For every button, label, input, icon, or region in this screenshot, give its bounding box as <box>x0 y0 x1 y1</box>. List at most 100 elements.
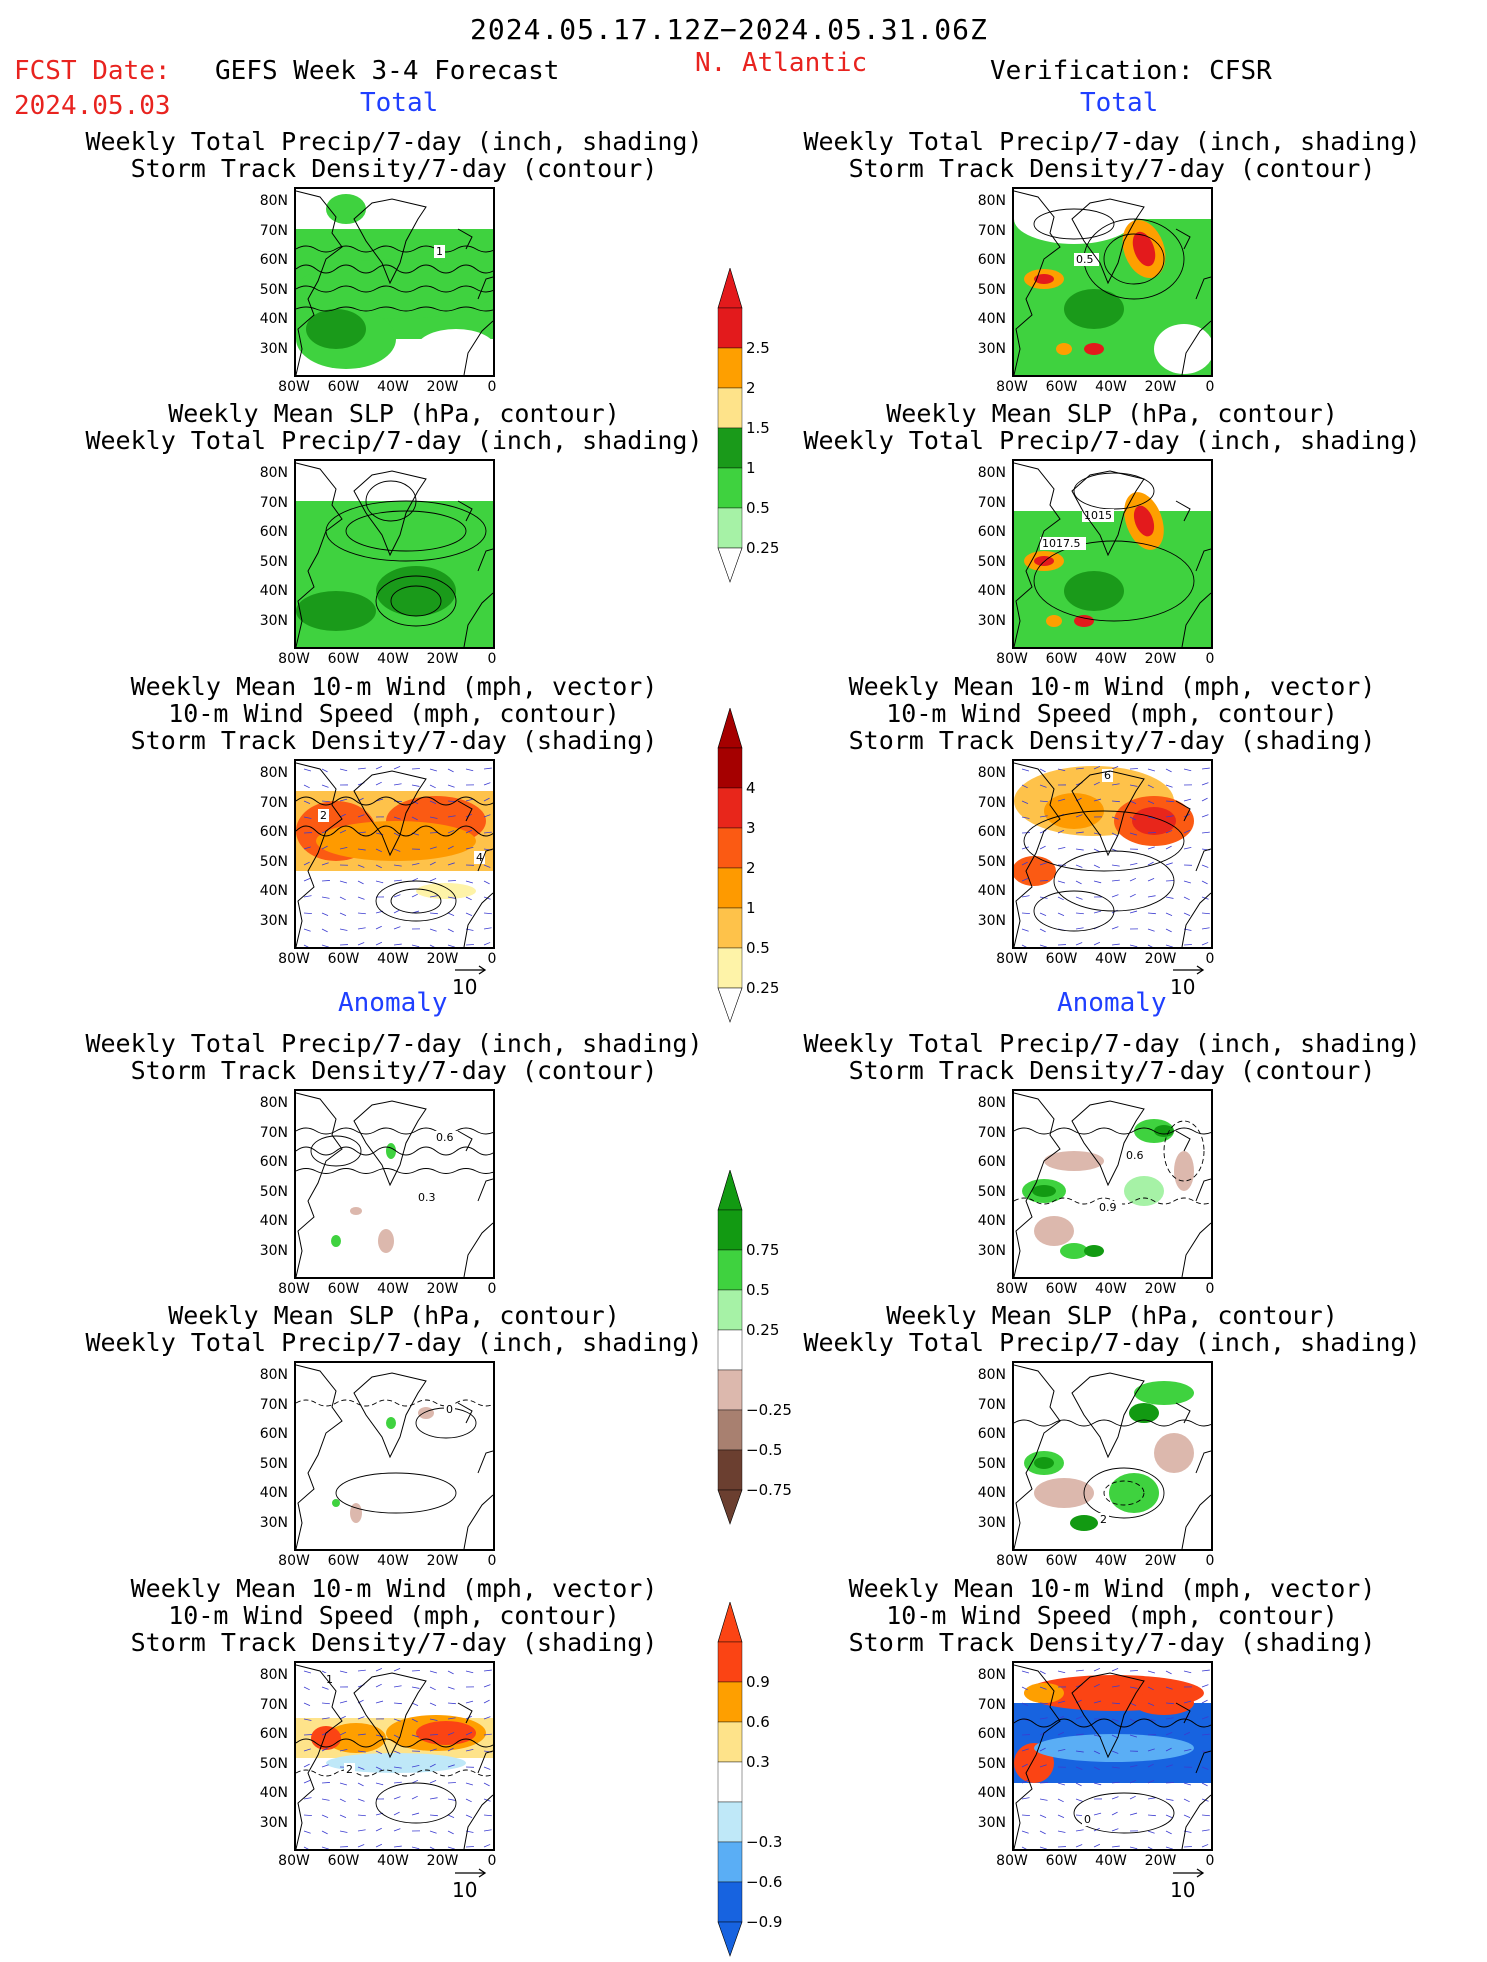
title-line: Weekly Total Precip/7-day (inch, shading… <box>44 427 744 454</box>
title-line: Weekly Mean 10-m Wind (mph, vector) <box>44 1575 744 1602</box>
wind-vector <box>466 897 472 900</box>
lat-tick-label: 40N <box>252 883 288 899</box>
wind-vector <box>322 1687 329 1689</box>
wind-vector <box>358 897 365 899</box>
lat-tick-label: 80N <box>252 1667 288 1683</box>
panel-title-slp-precip-total-right: Weekly Mean SLP (hPa, contour) Weekly To… <box>762 400 1462 454</box>
wind-vector <box>340 1783 347 1785</box>
lon-tick-label: 0 <box>472 379 512 395</box>
wind-vector <box>340 769 347 771</box>
wind-vector <box>448 769 454 772</box>
lat-tick-label: 50N <box>252 1456 288 1472</box>
title-line: Weekly Mean SLP (hPa, contour) <box>762 400 1462 427</box>
wind-vector <box>358 928 366 929</box>
wind-vector <box>394 944 402 945</box>
wind-vector <box>376 1701 383 1703</box>
wind-vector <box>394 1686 402 1687</box>
map-precip-storm-total-left: 1 <box>294 187 495 377</box>
map-canvas: 0.60.3 <box>296 1091 493 1277</box>
coastline <box>296 1365 493 1549</box>
wind-vector <box>1022 1847 1028 1849</box>
wind-vector <box>1130 894 1136 897</box>
lat-tick-label: 80N <box>252 465 288 481</box>
colorbar-label: 2 <box>746 859 756 877</box>
lat-tick-label: 70N <box>252 1697 288 1713</box>
colorbar-label: −0.75 <box>746 1481 792 1499</box>
contour-line <box>1014 1420 1211 1426</box>
lon-tick-label: 20W <box>423 951 463 967</box>
map-canvas: 24 <box>296 761 493 947</box>
lon-tick-label: 20W <box>423 1281 463 1297</box>
contour-line <box>336 1473 456 1513</box>
lat-tick-label: 40N <box>970 583 1006 599</box>
wind-vector <box>394 784 402 785</box>
title-line: Storm Track Density/7-day (contour) <box>44 155 744 182</box>
colorbar-canvas <box>716 268 746 588</box>
wind-vector <box>430 878 436 881</box>
wind-vector <box>1058 1783 1065 1785</box>
wind-vector <box>1112 1846 1120 1847</box>
title-line: Storm Track Density/7-day (shading) <box>762 727 1462 754</box>
wind-vector <box>1040 945 1047 947</box>
wind-vector <box>1040 1815 1046 1818</box>
wind-vector <box>358 1783 364 1786</box>
colorbar-segment <box>718 748 742 788</box>
wind-vector <box>430 929 437 931</box>
wind-vector <box>358 881 364 884</box>
wind-vector <box>412 1670 420 1671</box>
wind-vector <box>1076 1830 1084 1831</box>
wind-vector <box>1112 1668 1118 1671</box>
wind-vector <box>466 881 473 883</box>
panel-title-slp-precip-total-left: Weekly Mean SLP (hPa, contour) Weekly To… <box>44 400 744 454</box>
colorbar-segment <box>718 868 742 908</box>
wind-vector <box>430 769 437 771</box>
wind-vector <box>322 1847 329 1849</box>
wind-vector <box>1094 1668 1100 1671</box>
lat-tick-label: 80N <box>252 765 288 781</box>
title-line: Weekly Total Precip/7-day (inch, shading… <box>762 1329 1462 1356</box>
wind-vector <box>484 1783 490 1786</box>
vector-ref-L3: 10 <box>452 975 477 999</box>
wind-vector <box>484 1700 490 1703</box>
lat-tick-label: 50N <box>252 1184 288 1200</box>
colorbar-segment <box>718 1682 742 1722</box>
lat-tick-label: 80N <box>970 465 1006 481</box>
wind-vector <box>412 894 418 897</box>
wind-vector <box>484 1830 492 1831</box>
colorbar-segment <box>718 1370 742 1410</box>
shading-blob <box>316 821 476 861</box>
lon-tick-label: 0 <box>1190 651 1230 667</box>
wind-vector <box>448 785 455 787</box>
wind-vector <box>340 881 347 883</box>
wind-vector <box>1022 1831 1029 1833</box>
colorbar-segment <box>718 1722 742 1762</box>
wind-vector <box>376 782 382 785</box>
wind-vector <box>430 945 436 947</box>
wind-vector <box>1148 929 1155 931</box>
wind-vector <box>1112 1829 1118 1831</box>
lat-tick-label: 80N <box>970 1367 1006 1383</box>
section-anomaly-left: Anomaly <box>338 990 448 1016</box>
panel-title-precip-storm-anom-left: Weekly Total Precip/7-day (inch, shading… <box>44 1030 744 1084</box>
title-line: Weekly Total Precip/7-day (inch, shading… <box>762 128 1462 155</box>
shading-blob <box>1014 194 1134 244</box>
lon-tick-label: 0 <box>472 651 512 667</box>
wind-vector <box>322 1815 328 1818</box>
map-precip-storm-total-right: 0.5 <box>1012 187 1213 377</box>
wind-vector <box>430 1780 436 1783</box>
contour-line <box>296 1128 493 1134</box>
lon-tick-label: 0 <box>1190 1553 1230 1569</box>
colorbar-label: 0.25 <box>746 539 779 557</box>
lat-tick-label: 70N <box>252 795 288 811</box>
wind-vector <box>322 880 330 881</box>
lat-tick-label: 50N <box>970 282 1006 298</box>
contour-label: 0.6 <box>1126 1149 1144 1162</box>
shading-blob <box>1084 343 1104 355</box>
lon-tick-label: 20W <box>423 1553 463 1569</box>
lon-tick-label: 20W <box>423 1853 463 1869</box>
wind-vector <box>1202 1830 1210 1831</box>
lon-tick-label: 40W <box>1091 1553 1131 1569</box>
section-total-right: Total <box>1080 90 1158 116</box>
colorbar-cap-top <box>718 708 742 748</box>
